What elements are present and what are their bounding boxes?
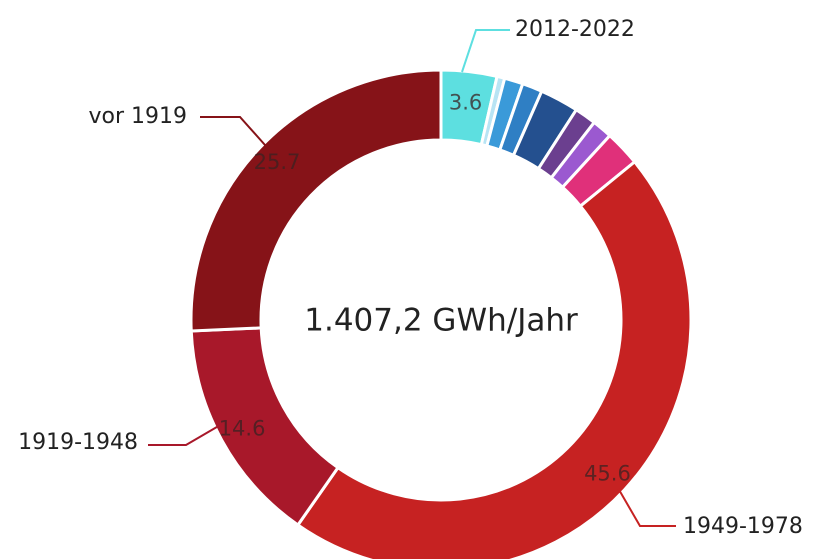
category-label: 1919-1948 bbox=[18, 430, 138, 455]
center-label: 1.407,2 GWh/Jahr bbox=[304, 303, 578, 339]
leader-line bbox=[461, 29, 510, 73]
category-label: 2012-2022 bbox=[515, 17, 635, 42]
leader-line bbox=[617, 487, 676, 527]
category-label: 1949-1978 bbox=[683, 514, 803, 539]
leader-line bbox=[148, 423, 223, 446]
data-label: 14.6 bbox=[219, 416, 266, 440]
category-label: vor 1919 bbox=[88, 104, 187, 129]
data-label: 3.6 bbox=[449, 90, 482, 114]
data-label: 25.7 bbox=[254, 150, 301, 174]
donut-segment bbox=[189, 68, 443, 333]
donut-segment bbox=[295, 159, 693, 559]
data-label: 45.6 bbox=[584, 461, 631, 485]
leader-line bbox=[200, 116, 266, 146]
